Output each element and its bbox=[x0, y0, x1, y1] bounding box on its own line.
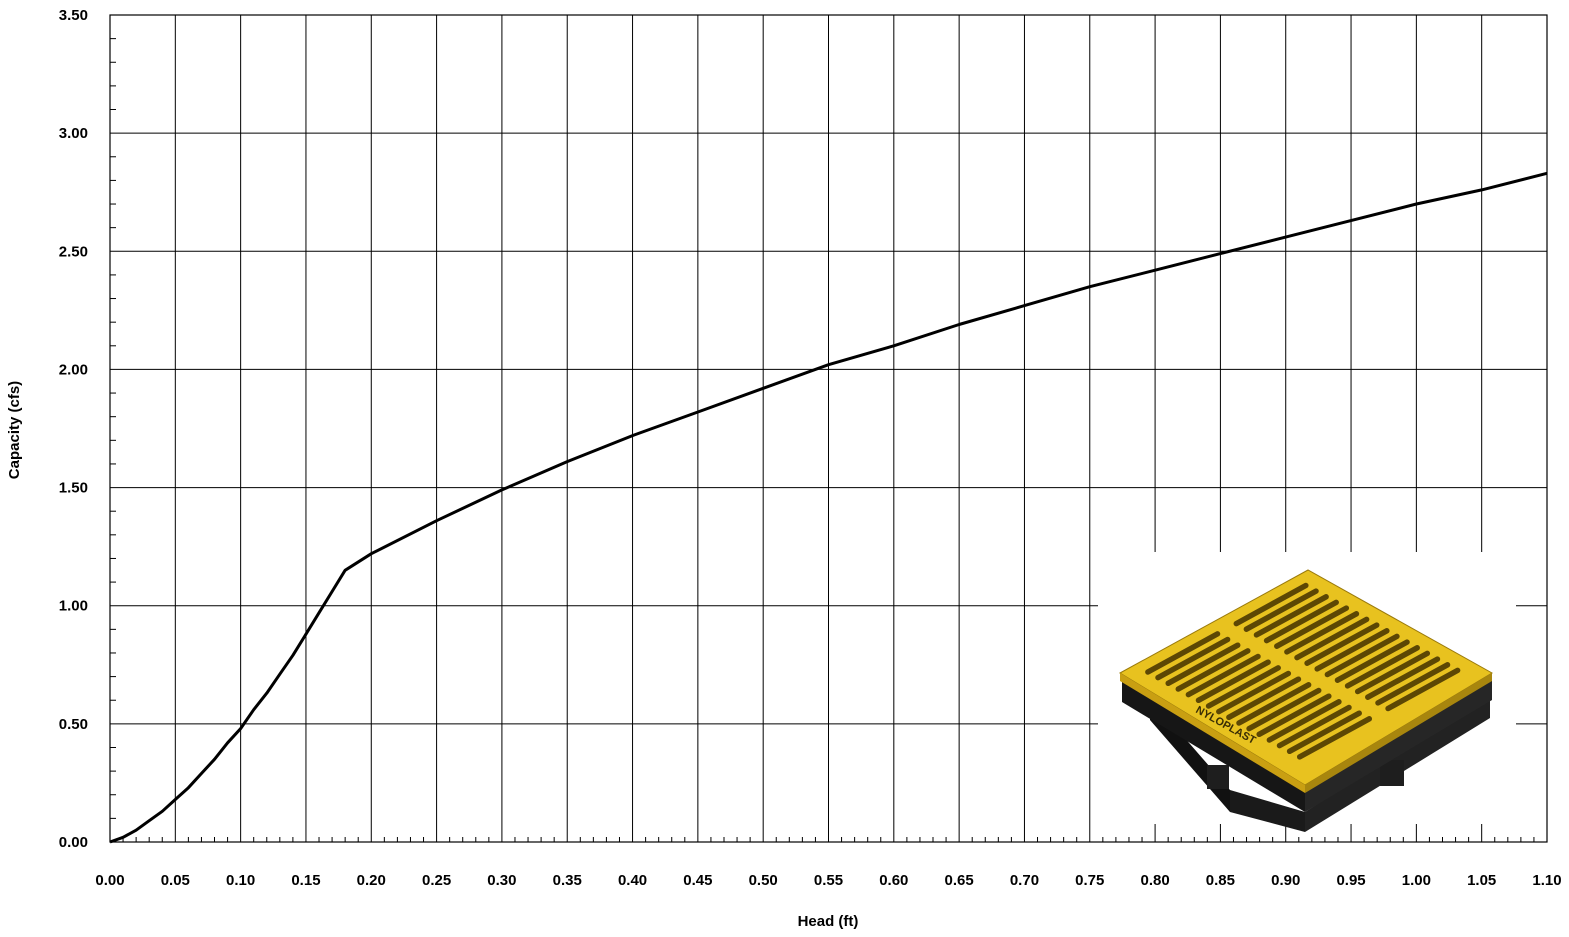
x-tick-label: 0.50 bbox=[749, 872, 778, 889]
x-tick-label: 0.25 bbox=[422, 872, 451, 889]
grate-body-icon bbox=[1122, 680, 1492, 832]
y-tick-label: 2.50 bbox=[59, 243, 88, 260]
grate-slot bbox=[1205, 665, 1281, 709]
grate-slot bbox=[1274, 605, 1350, 649]
grate-slot bbox=[1216, 670, 1292, 715]
x-tick-label: 0.30 bbox=[487, 872, 516, 889]
grate-slot bbox=[1304, 622, 1380, 666]
y-tick-label: 3.50 bbox=[59, 7, 88, 24]
x-tick-label: 0.70 bbox=[1010, 872, 1039, 889]
x-axis-title: Head (ft) bbox=[798, 913, 859, 930]
grate-slot bbox=[1195, 659, 1271, 704]
y-tick-label: 1.00 bbox=[59, 598, 88, 615]
x-tick-label: 0.90 bbox=[1271, 872, 1300, 889]
grate-slot bbox=[1233, 582, 1309, 627]
grate-slot bbox=[1165, 642, 1241, 687]
grate-slot bbox=[1226, 676, 1302, 721]
plot-area bbox=[109, 14, 1548, 843]
x-tick-label: 0.05 bbox=[161, 872, 190, 889]
grate-slot bbox=[1284, 611, 1360, 655]
x-tick-label: 0.85 bbox=[1206, 872, 1235, 889]
y-tick-label: 2.00 bbox=[59, 361, 88, 378]
grate-slot bbox=[1253, 594, 1329, 638]
x-tick-label: 0.15 bbox=[291, 872, 320, 889]
y-tick-label: 0.50 bbox=[59, 716, 88, 733]
capacity-curve bbox=[109, 171, 1548, 844]
x-tick-label: 0.75 bbox=[1075, 872, 1104, 889]
x-tick-label: 1.00 bbox=[1402, 872, 1431, 889]
grate-slot bbox=[1155, 636, 1231, 681]
grate-slots bbox=[1145, 582, 1461, 760]
x-tick-label: 0.20 bbox=[357, 872, 386, 889]
grate-slot bbox=[1385, 667, 1461, 712]
grate-slot bbox=[1375, 662, 1451, 706]
grate-slot bbox=[1185, 653, 1261, 698]
x-tick-label: 0.55 bbox=[814, 872, 843, 889]
grate-slot bbox=[1175, 648, 1251, 692]
x-tick-label: 0.60 bbox=[879, 872, 908, 889]
grate-slot bbox=[1294, 616, 1370, 661]
x-tick-label: 1.10 bbox=[1532, 872, 1561, 889]
y-axis-title: Capacity (cfs) bbox=[6, 381, 23, 479]
x-tick-label: 0.80 bbox=[1140, 872, 1169, 889]
x-tick-label: 0.45 bbox=[683, 872, 712, 889]
product-inset-image: NYLOPLAST bbox=[1098, 552, 1516, 832]
grate-slot bbox=[1276, 704, 1352, 749]
grate-slot bbox=[1344, 645, 1420, 689]
grate-slot bbox=[1324, 633, 1400, 678]
x-tick-label: 0.10 bbox=[226, 872, 255, 889]
grate-slot bbox=[1314, 628, 1390, 672]
grate-slot bbox=[1354, 650, 1431, 695]
x-tick-labels: 0.00 0.05 0.10 0.15 0.20 0.25 0.30 0.35 0.40 0.45… bbox=[95, 872, 1561, 889]
grate-slot bbox=[1236, 682, 1312, 726]
y-tick-label: 3.00 bbox=[59, 125, 88, 142]
x-tick-label: 0.35 bbox=[553, 872, 582, 889]
x-tick-label: 1.05 bbox=[1467, 872, 1496, 889]
y-tick-label: 1.50 bbox=[59, 480, 88, 497]
grate-slot bbox=[1286, 710, 1362, 755]
x-tick-label: 0.00 bbox=[95, 872, 124, 889]
grate-slot bbox=[1334, 639, 1410, 683]
grate-slot bbox=[1263, 599, 1339, 644]
grate-slot bbox=[1296, 716, 1373, 760]
grate-slot bbox=[1145, 631, 1221, 675]
grate-slot bbox=[1243, 588, 1319, 632]
grate-slot bbox=[1266, 699, 1342, 743]
grate-slot bbox=[1365, 656, 1441, 700]
grate-slot bbox=[1246, 687, 1322, 732]
grate-slot bbox=[1256, 693, 1332, 738]
x-tick-label: 0.40 bbox=[618, 872, 647, 889]
minor-ticks bbox=[110, 38, 1535, 842]
y-tick-labels: 0.00 0.50 1.00 1.50 2.00 2.50 3.00 3.50 bbox=[59, 7, 88, 851]
x-tick-label: 0.65 bbox=[945, 872, 974, 889]
grate-top-icon: NYLOPLAST bbox=[1118, 569, 1493, 793]
y-tick-label: 0.00 bbox=[59, 834, 88, 851]
x-tick-label: 0.95 bbox=[1336, 872, 1365, 889]
